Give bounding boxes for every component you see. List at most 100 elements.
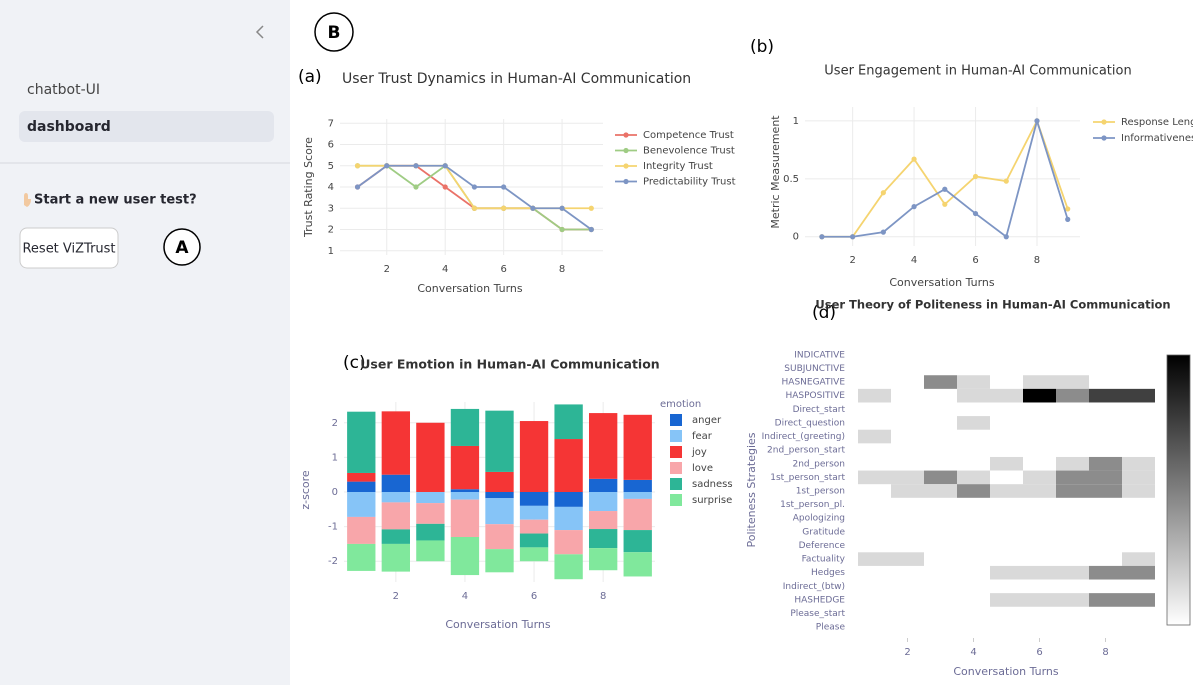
heat-cell xyxy=(990,456,1023,471)
chart-title: User Engagement in Human-AI Communicatio… xyxy=(824,64,1131,79)
legend-swatch xyxy=(670,462,682,474)
y-tick-label: 4 xyxy=(328,182,334,193)
legend-swatch xyxy=(670,430,682,442)
point xyxy=(442,184,448,190)
legend-swatch xyxy=(1101,119,1107,125)
bar-segment xyxy=(623,479,652,492)
row-label: Apologizing xyxy=(793,514,845,524)
point xyxy=(501,205,507,211)
bar-segment xyxy=(347,543,376,571)
bar-segment xyxy=(554,404,583,440)
y-tick-label: -2 xyxy=(328,556,338,567)
bar-segment xyxy=(554,554,583,580)
y-tick-label: 0 xyxy=(793,232,799,243)
row-label: Indirect_(greeting) xyxy=(762,432,845,442)
legend-label: anger xyxy=(692,415,722,426)
bar-segment xyxy=(381,474,411,492)
legend-swatch xyxy=(1101,135,1107,141)
point xyxy=(413,184,419,190)
x-axis-label: Conversation Turns xyxy=(953,665,1059,678)
row-label: Indirect_(btw) xyxy=(783,582,845,592)
legend-swatch xyxy=(623,178,629,185)
bar-segment xyxy=(450,492,480,500)
y-tick-label: 0 xyxy=(332,487,338,498)
heat-cell xyxy=(990,375,1023,389)
legend-label: surprise xyxy=(692,495,732,506)
chart-title: User Emotion in Human-AI Communication xyxy=(360,357,659,372)
point xyxy=(1034,118,1040,124)
bar-segment xyxy=(450,445,480,490)
heat-cell xyxy=(1023,565,1056,580)
heat-cell xyxy=(1122,593,1155,607)
point xyxy=(442,163,448,169)
heat-cell xyxy=(1122,552,1155,566)
x-tick-label: 6 xyxy=(531,591,537,602)
point xyxy=(819,234,825,240)
series-line xyxy=(357,164,592,231)
legend-label: love xyxy=(692,463,713,474)
bar-segment xyxy=(416,523,445,541)
point xyxy=(972,173,979,180)
bar-segment xyxy=(450,408,480,446)
bar-segment xyxy=(519,519,549,534)
heat-cell xyxy=(1056,388,1089,403)
bar-segment xyxy=(416,422,445,492)
heat-cell xyxy=(990,565,1023,580)
x-tick-label: 6 xyxy=(972,255,978,266)
bar-segment xyxy=(347,492,376,517)
bar-segment xyxy=(381,411,411,475)
panel-label: (b) xyxy=(750,37,774,57)
heat-cell xyxy=(924,470,957,485)
heat-cell xyxy=(957,416,990,430)
heat-cell xyxy=(891,552,924,566)
heat-cell xyxy=(990,484,1023,498)
legend-swatch xyxy=(623,163,629,169)
reset-button[interactable] xyxy=(19,227,119,269)
bar-segment xyxy=(519,533,549,548)
prompt: Start a new user test? xyxy=(34,193,197,208)
point xyxy=(588,226,594,233)
row-label: 2nd_person xyxy=(793,459,846,469)
row-label: Gratitude xyxy=(802,527,845,537)
legend-label: Informativeness xyxy=(1121,133,1193,144)
y-tick-label: -1 xyxy=(328,522,338,533)
row-label: HASPOSITIVE xyxy=(785,391,845,401)
point xyxy=(354,163,361,169)
row-label: HASHEDGE xyxy=(794,595,845,605)
bar-segment xyxy=(485,549,514,573)
heat-cell xyxy=(1089,484,1122,498)
heat-cell xyxy=(1122,470,1155,485)
x-tick-label: 4 xyxy=(442,264,448,275)
collapse-icon[interactable] xyxy=(255,25,264,39)
button-label[interactable]: Reset ViZTrust xyxy=(22,242,115,257)
heat-cell xyxy=(1056,375,1089,389)
heat-cell xyxy=(957,388,990,403)
y-axis-label: Politeness Strategies xyxy=(745,432,758,547)
heat-cell xyxy=(1089,388,1122,403)
bar-segment xyxy=(623,552,652,577)
bar-segment xyxy=(416,492,445,504)
bar-segment xyxy=(381,543,411,572)
heat-cell xyxy=(1122,456,1155,471)
point xyxy=(501,184,507,190)
heat-cell xyxy=(990,593,1023,607)
point xyxy=(471,205,478,211)
legend-label: Predictability Trust xyxy=(643,177,736,188)
panel-label: (c) xyxy=(343,353,366,373)
row-label: 2nd_person_start xyxy=(767,446,845,456)
bar-segment xyxy=(554,530,583,555)
heat-cell xyxy=(858,552,891,566)
bar-segment xyxy=(519,547,549,562)
nav-item[interactable]: chatbot-UI xyxy=(27,82,100,98)
heat-cell xyxy=(1023,593,1056,607)
x-tick-label: 2 xyxy=(393,591,399,602)
bar-segment xyxy=(554,506,583,531)
nav-item[interactable]: dashboard xyxy=(27,119,111,135)
row-label: 1st_person_start xyxy=(770,473,845,483)
bar-segment xyxy=(347,516,376,544)
colorbar xyxy=(1166,354,1191,626)
x-axis-label: Conversation Turns xyxy=(445,618,551,631)
y-tick-label: 5 xyxy=(328,161,334,172)
bar-segment xyxy=(347,411,376,473)
row-label: 1st_person_pl. xyxy=(780,500,845,510)
